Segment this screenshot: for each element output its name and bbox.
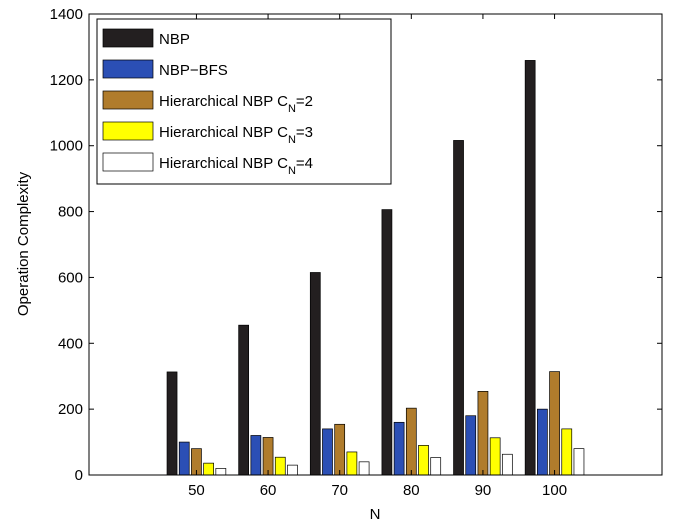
legend-label-tail: =3: [296, 124, 313, 141]
legend-label-main: Hierarchical NBP C: [159, 93, 288, 110]
bar-hierarchical-nbp-c-n-2-90: [477, 391, 489, 476]
legend-swatch: [102, 152, 154, 172]
bar-hierarchical-nbp-c-n-3-100: [561, 428, 573, 476]
bar-hierarchical-nbp-c-n-2-70: [334, 423, 346, 476]
y-tick-label: 0: [75, 467, 83, 484]
bar-nbp-100: [524, 60, 536, 476]
legend-label-tail: =4: [296, 155, 313, 172]
legend-label-main: Hierarchical NBP C: [159, 124, 288, 141]
y-tick-label: 1000: [50, 138, 83, 155]
plot-frame: [88, 13, 663, 476]
bar-nbp-90: [453, 140, 464, 476]
legend-label: NBP−BFS: [159, 62, 228, 79]
x-axis: 50 60 70 80 90 100: [188, 14, 567, 499]
x-tick-label: 100: [542, 482, 567, 499]
bar-hierarchical-nbp-c-n-4-50: [215, 468, 227, 476]
legend-label-subscript: N: [288, 134, 296, 146]
bar-nbp-bfs-100: [537, 408, 548, 476]
bar-nbp-80: [381, 209, 393, 476]
legend-swatch: [102, 121, 154, 141]
bar-hierarchical-nbp-c-n-3-80: [418, 445, 429, 476]
bar-hierarchical-nbp-c-n-3-50: [203, 462, 214, 476]
legend-label: NBP: [159, 31, 190, 48]
bar-hierarchical-nbp-c-n-4-100: [573, 448, 585, 476]
bar-hierarchical-nbp-c-n-3-60: [274, 456, 286, 476]
bar-nbp-50: [166, 371, 178, 476]
y-axis: 0 200 400 600 800 1000 1200 1400: [50, 6, 662, 484]
bar-nbp-bfs-50: [178, 441, 190, 476]
x-tick-label: 60: [260, 482, 277, 499]
x-tick-label: 50: [188, 482, 205, 499]
bar-hierarchical-nbp-c-n-4-90: [501, 453, 513, 476]
legend-label-subscript: N: [288, 103, 296, 115]
bar-hierarchical-nbp-c-n-4-60: [287, 464, 298, 476]
x-tick-label: 80: [403, 482, 420, 499]
legend-swatch: [102, 90, 154, 110]
y-axis-label: Operation Complexity: [15, 171, 32, 316]
legend-label-main: Hierarchical NBP C: [159, 155, 288, 172]
bar-nbp-bfs-70: [322, 428, 333, 476]
bar-hierarchical-nbp-c-n-2-80: [405, 407, 417, 476]
x-tick-label: 90: [475, 482, 492, 499]
bar-hierarchical-nbp-c-n-4-80: [430, 457, 442, 476]
bar-nbp-bfs-90: [465, 415, 477, 476]
legend-swatch: [102, 59, 154, 79]
bar-nbp-bfs-60: [250, 435, 262, 476]
y-tick-label: 400: [58, 335, 83, 352]
bar-hierarchical-nbp-c-n-2-60: [262, 437, 274, 476]
y-tick-label: 600: [58, 269, 83, 286]
y-tick-label: 800: [58, 204, 83, 221]
bar-hierarchical-nbp-c-n-2-100: [549, 371, 560, 476]
bar-nbp-60: [238, 324, 250, 476]
legend-label-subscript: N: [288, 165, 296, 177]
legend-label: Hierarchical NBP CN=3: [159, 124, 313, 146]
bar-hierarchical-nbp-c-n-3-70: [346, 451, 358, 476]
y-tick-label: 1400: [50, 6, 83, 23]
legend-label: Hierarchical NBP CN=2: [159, 93, 313, 115]
legend-label-main: NBP: [159, 31, 190, 48]
y-tick-label: 200: [58, 401, 83, 418]
bar-nbp-70: [309, 272, 321, 476]
x-axis-label: N: [370, 506, 381, 523]
legend-label: Hierarchical NBP CN=4: [159, 155, 313, 177]
bar-nbp-bfs-80: [393, 421, 405, 476]
bar-hierarchical-nbp-c-n-4-70: [358, 461, 370, 476]
y-tick-label: 1200: [50, 72, 83, 89]
legend-swatch: [102, 28, 154, 48]
x-tick-label: 70: [331, 482, 348, 499]
legend-label-main: NBP−BFS: [159, 62, 228, 79]
bar-hierarchical-nbp-c-n-3-90: [489, 437, 501, 476]
legend-label-tail: =2: [296, 93, 313, 110]
